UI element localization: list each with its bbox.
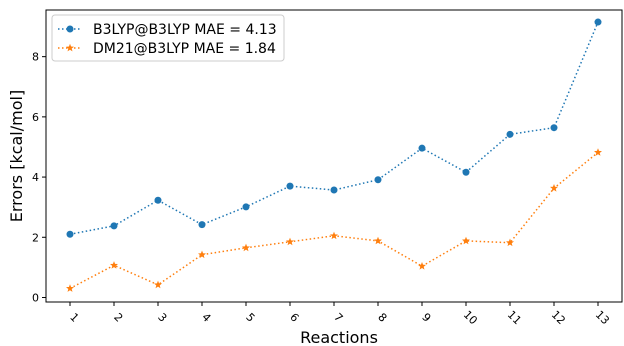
x-tick-label: 12: [549, 308, 568, 327]
data-point-circle: [550, 124, 558, 132]
x-tick-label: 4: [199, 311, 213, 325]
data-point-star: [462, 236, 470, 245]
data-point-star: [594, 148, 602, 156]
x-tick-label: 1: [67, 311, 81, 325]
x-axis-label: Reactions: [300, 328, 378, 346]
x-tick-label: 5: [243, 311, 257, 325]
legend: B3LYP@B3LYP MAE = 4.13 DM21@B3LYP MAE = …: [51, 14, 285, 62]
y-tick-label: 4: [32, 171, 39, 184]
data-point-circle: [198, 221, 206, 229]
data-point-star: [242, 243, 250, 252]
data-point-star: [550, 184, 558, 192]
data-point-circle: [594, 18, 602, 26]
y-tick-label: 6: [32, 111, 39, 124]
legend-marker-dm21: [66, 43, 74, 52]
x-tick-label: 6: [287, 311, 301, 325]
data-point-star: [110, 261, 118, 269]
data-point-star: [286, 237, 294, 246]
legend-label-dm21: DM21@B3LYP MAE = 1.84: [93, 41, 276, 57]
x-tick-label: 13: [593, 308, 612, 327]
x-tick-label: 8: [375, 311, 389, 325]
data-point-star: [198, 250, 206, 259]
data-point-circle: [154, 196, 162, 204]
y-tick-label: 8: [32, 51, 39, 64]
data-point-star: [154, 280, 162, 289]
x-tick-label: 7: [331, 311, 345, 325]
series-layer: [66, 18, 602, 292]
x-tick-label: 11: [505, 308, 524, 327]
data-point-circle: [286, 182, 294, 190]
data-point-star: [506, 238, 514, 247]
data-point-star: [66, 284, 74, 292]
legend-label-b3lyp: B3LYP@B3LYP MAE = 4.13: [93, 22, 277, 38]
data-point-circle: [506, 130, 514, 138]
data-point-star: [418, 261, 426, 270]
y-tick-label: 0: [32, 291, 39, 304]
legend-box: [51, 14, 285, 62]
x-tick-label: 2: [111, 311, 125, 325]
data-point-circle: [374, 176, 382, 184]
data-point-circle: [418, 144, 426, 152]
y-axis-label: Errors [kcal/mol]: [7, 90, 26, 222]
x-axis-ticks: 1 2 3 4 5 6 7 8 9 10 11 12 13: [67, 302, 612, 327]
data-point-circle: [462, 168, 470, 176]
data-point-circle: [242, 203, 250, 211]
data-point-star: [330, 231, 338, 240]
y-tick-label: 2: [32, 231, 39, 244]
x-tick-label: 10: [461, 308, 480, 327]
data-point-circle: [330, 186, 338, 194]
data-point-circle: [66, 230, 74, 238]
legend-marker-b3lyp: [66, 25, 74, 33]
x-tick-label: 9: [419, 311, 433, 325]
data-point-star: [374, 236, 382, 245]
x-tick-label: 3: [155, 311, 169, 325]
data-point-circle: [110, 222, 118, 230]
series-line-2: [69, 151, 599, 290]
y-axis-ticks: 0 2 4 6 8: [32, 51, 46, 304]
